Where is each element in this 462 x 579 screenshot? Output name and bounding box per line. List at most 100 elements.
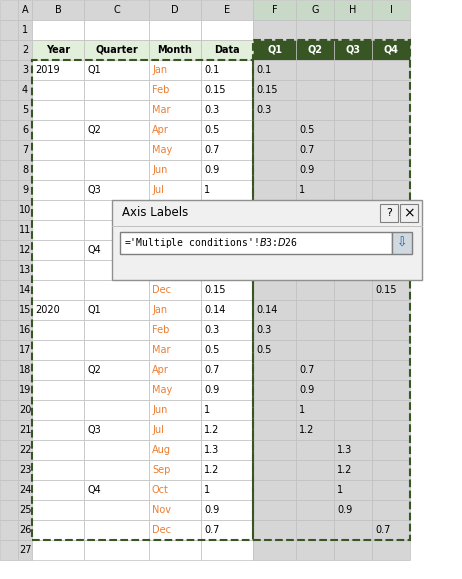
Text: 0.15: 0.15 xyxy=(204,265,225,275)
Bar xyxy=(372,460,410,480)
Bar xyxy=(84,220,149,240)
Bar xyxy=(0,400,18,420)
Bar xyxy=(296,40,334,60)
Bar xyxy=(32,200,84,220)
Text: 2019: 2019 xyxy=(35,65,60,75)
Bar xyxy=(32,180,84,200)
Bar xyxy=(334,200,372,220)
Text: I: I xyxy=(389,5,392,15)
Bar xyxy=(84,280,149,300)
Text: Q1: Q1 xyxy=(87,305,101,315)
Bar xyxy=(32,320,84,340)
Text: H: H xyxy=(349,5,357,15)
Text: 0.9: 0.9 xyxy=(204,165,219,175)
Bar xyxy=(18,360,32,380)
Text: 9: 9 xyxy=(22,185,28,195)
Bar xyxy=(32,300,84,320)
Bar xyxy=(149,60,201,80)
Bar xyxy=(32,0,84,20)
Text: 0.7: 0.7 xyxy=(204,145,219,155)
Bar xyxy=(0,480,18,500)
Text: ⇩: ⇩ xyxy=(397,236,407,250)
Text: 7: 7 xyxy=(22,145,28,155)
Bar xyxy=(334,480,372,500)
Bar xyxy=(372,140,410,160)
Text: 1.1: 1.1 xyxy=(337,225,352,235)
Text: 10: 10 xyxy=(19,205,31,215)
Bar xyxy=(32,140,84,160)
Text: Jun: Jun xyxy=(152,405,167,415)
Bar xyxy=(334,80,372,100)
Text: Q3: Q3 xyxy=(87,425,101,435)
Bar xyxy=(253,40,410,540)
Bar xyxy=(18,380,32,400)
Bar xyxy=(18,440,32,460)
Bar xyxy=(372,220,410,240)
Text: 22: 22 xyxy=(19,445,31,455)
Bar xyxy=(334,520,372,540)
Bar xyxy=(296,400,334,420)
Bar xyxy=(149,420,201,440)
Text: 0.3: 0.3 xyxy=(204,105,219,115)
Text: 6: 6 xyxy=(22,125,28,135)
Bar xyxy=(149,480,201,500)
Text: 0.5: 0.5 xyxy=(204,345,219,355)
Bar xyxy=(149,540,201,560)
Bar xyxy=(149,40,201,60)
Bar xyxy=(334,460,372,480)
Bar xyxy=(334,320,372,340)
Bar xyxy=(380,204,398,222)
Bar xyxy=(253,140,296,160)
Bar xyxy=(253,460,296,480)
Text: 0.3: 0.3 xyxy=(256,105,271,115)
Bar xyxy=(253,160,296,180)
Bar xyxy=(296,200,334,220)
Bar xyxy=(149,360,201,380)
Text: 0.9: 0.9 xyxy=(299,385,314,395)
Bar xyxy=(0,180,18,200)
Bar xyxy=(32,400,84,420)
Bar xyxy=(372,240,410,260)
Bar xyxy=(32,420,84,440)
Bar xyxy=(253,300,296,320)
Bar xyxy=(149,20,201,40)
Text: 0.14: 0.14 xyxy=(204,305,225,315)
Text: 1: 1 xyxy=(204,245,210,255)
Bar xyxy=(201,460,253,480)
Bar xyxy=(253,200,296,220)
Bar xyxy=(253,60,296,80)
Bar xyxy=(334,440,372,460)
Bar xyxy=(296,260,334,280)
Bar xyxy=(32,100,84,120)
Text: 1.15: 1.15 xyxy=(337,205,359,215)
Bar xyxy=(372,400,410,420)
Bar xyxy=(253,120,296,140)
Bar xyxy=(32,60,253,540)
Bar xyxy=(334,340,372,360)
Bar xyxy=(372,260,410,280)
Text: 5: 5 xyxy=(22,105,28,115)
Bar xyxy=(18,420,32,440)
Bar xyxy=(334,180,372,200)
Bar xyxy=(84,320,149,340)
Bar xyxy=(0,80,18,100)
Bar xyxy=(18,200,32,220)
Bar xyxy=(334,40,372,60)
Text: May: May xyxy=(152,385,172,395)
Text: Aug: Aug xyxy=(152,445,171,455)
Bar xyxy=(201,400,253,420)
Bar xyxy=(32,60,84,80)
Bar xyxy=(32,260,84,280)
Bar xyxy=(149,280,201,300)
Bar xyxy=(32,380,84,400)
Bar xyxy=(201,340,253,360)
Bar xyxy=(334,380,372,400)
Text: ?: ? xyxy=(386,208,392,218)
Bar xyxy=(201,140,253,160)
Bar xyxy=(334,260,372,280)
Text: Q2: Q2 xyxy=(308,45,322,55)
Bar xyxy=(201,240,253,260)
Bar xyxy=(201,420,253,440)
Bar xyxy=(32,500,84,520)
Bar xyxy=(296,100,334,120)
